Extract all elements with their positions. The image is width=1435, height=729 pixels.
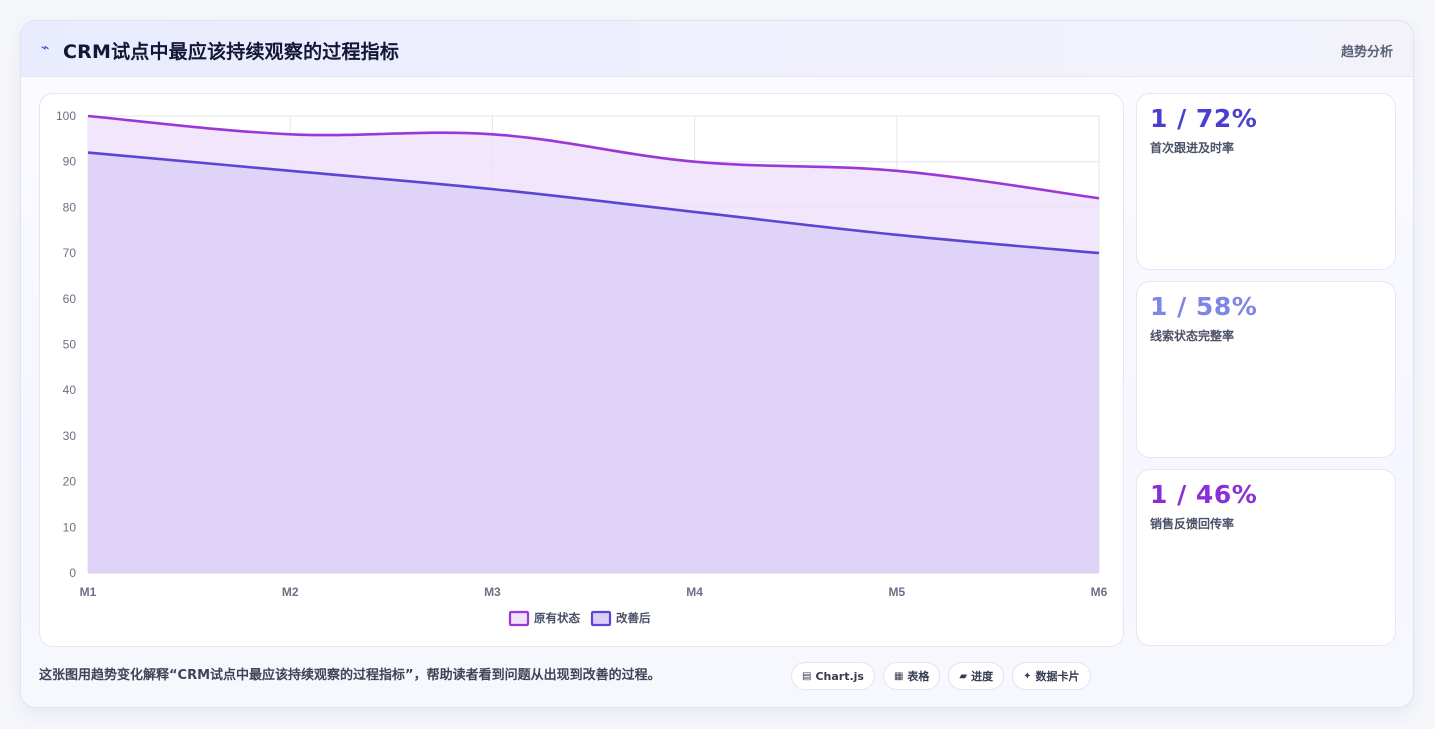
y-tick-label: 0 <box>69 566 76 580</box>
kpi-value: 1 / 72% <box>1150 104 1258 133</box>
x-tick-label: M1 <box>80 585 97 599</box>
sparkle-icon: ✦ <box>1023 670 1032 682</box>
kpi-label: 首次跟进及时率 <box>1150 141 1235 155</box>
chip-label: 数据卡片 <box>1035 670 1080 683</box>
x-tick-label: M6 <box>1091 585 1108 599</box>
y-tick-label: 100 <box>56 109 76 123</box>
y-tick-label: 90 <box>63 155 77 169</box>
chart-icon: ▤ <box>802 670 812 682</box>
x-tick-label: M3 <box>484 585 501 599</box>
x-tick-label: M4 <box>686 585 703 599</box>
kpi-card-lead-status: 1 / 58% 线索状态完整率 <box>1136 281 1396 458</box>
area-chart: 0 10 20 30 40 50 60 70 80 90 100 M1 M2 M3 M4 M5 M6 原有状态 改善… <box>56 109 1108 627</box>
kpi-card-first-follow-up: 1 / 72% 首次跟进及时率 <box>1136 93 1396 270</box>
legend-label-2: 改善后 <box>616 611 651 625</box>
y-tick-label: 30 <box>63 429 77 443</box>
legend-swatch-2 <box>590 610 612 627</box>
series-line-2 <box>87 151 1100 255</box>
trend-line-icon: ⌁ <box>41 40 50 56</box>
chart-description: 这张图用趋势变化解释“CRM试点中最应该持续观察的过程指标”，帮助读者看到问题从… <box>39 668 661 683</box>
chart-card: ⌁ CRM试点中最应该持续观察的过程指标 趋势分析 0 10 20 30 40 50 60 7… <box>20 20 1414 708</box>
kpi-label: 线索状态完整率 <box>1150 329 1235 343</box>
chip-label: Chart.js <box>815 669 864 683</box>
x-tick-label: M5 <box>888 585 905 599</box>
kpi-card-sales-feedback: 1 / 46% 销售反馈回传率 <box>1136 469 1396 646</box>
chip-data-card[interactable]: ✦ 数据卡片 <box>1012 662 1091 690</box>
table-icon: ▦ <box>893 670 904 682</box>
legend-label-1: 原有状态 <box>534 611 580 625</box>
chip-label: 进度 <box>971 670 994 683</box>
card-tag: 趋势分析 <box>1340 45 1393 60</box>
chip-progress[interactable]: ▰ 进度 <box>948 662 1005 690</box>
kpi-value: 1 / 46% <box>1150 480 1258 509</box>
chip-label: 表格 <box>907 670 930 683</box>
chip-table[interactable]: ▦ 表格 <box>882 662 941 690</box>
y-tick-label: 40 <box>63 383 77 397</box>
series-area-2 <box>88 152 1099 573</box>
progress-icon: ▰ <box>959 670 968 682</box>
y-tick-label: 70 <box>63 246 77 260</box>
legend-swatch-1 <box>508 610 530 627</box>
card-title: CRM试点中最应该持续观察的过程指标 <box>63 41 400 63</box>
y-tick-label: 10 <box>63 520 77 534</box>
y-tick-label: 80 <box>63 200 77 214</box>
chip-chartjs[interactable]: ▤ Chart.js <box>791 662 875 690</box>
chart-panel: 0 10 20 30 40 50 60 70 80 90 100 M1 M2 M3 M4 M5 M6 原有状态 改善… <box>39 93 1124 647</box>
card-content: 0 10 20 30 40 50 60 70 80 90 100 M1 M2 M3 M4 M5 M6 原有状态 改善… <box>21 77 1413 707</box>
series-line-1 <box>87 114 1100 200</box>
kpi-label: 销售反馈回传率 <box>1150 517 1235 531</box>
kpi-value: 1 / 58% <box>1150 292 1258 321</box>
y-tick-label: 50 <box>63 338 77 352</box>
y-tick-label: 20 <box>63 475 77 489</box>
card-header: ⌁ CRM试点中最应该持续观察的过程指标 趋势分析 <box>21 21 1413 77</box>
x-tick-label: M2 <box>282 585 299 599</box>
y-tick-label: 60 <box>63 292 77 306</box>
tech-chips: ▤ Chart.js ▦ 表格 ▰ 进度 ✦ 数据卡片 <box>791 662 1091 690</box>
